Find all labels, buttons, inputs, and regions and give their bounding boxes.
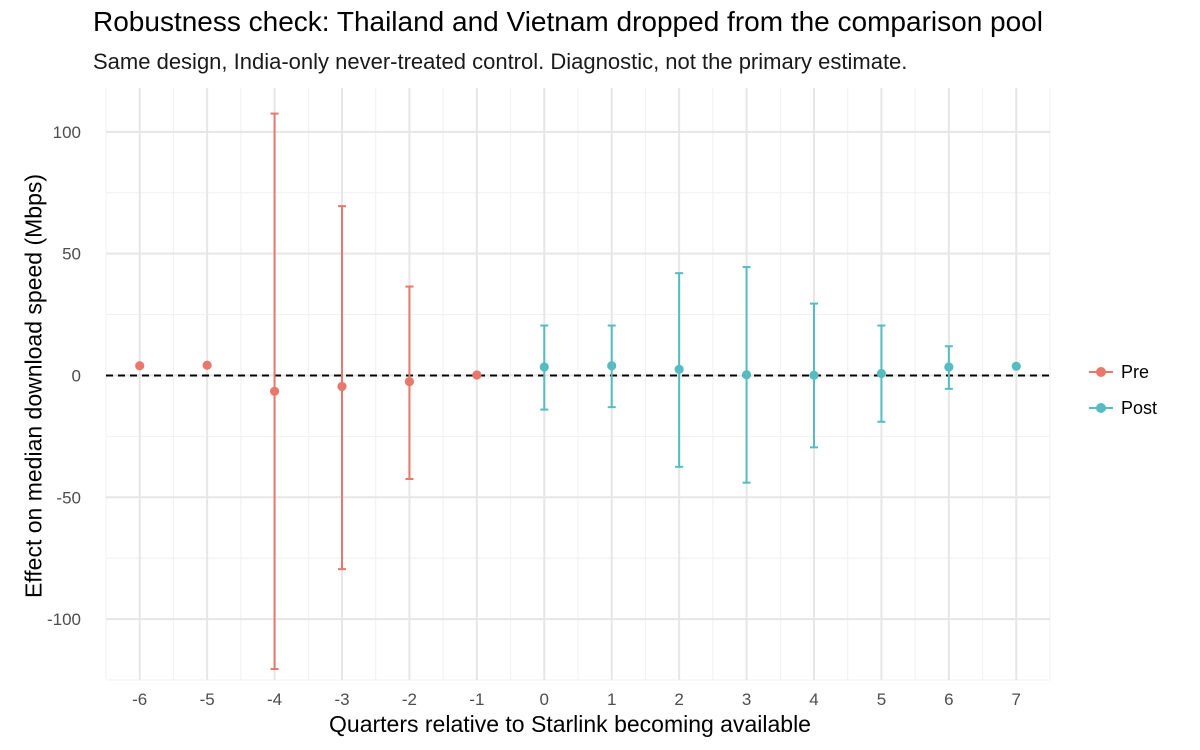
y-tick-label: -100 bbox=[47, 610, 81, 629]
point-pre bbox=[337, 381, 347, 392]
x-tick-label: -3 bbox=[334, 690, 349, 709]
x-tick-label: 7 bbox=[1012, 690, 1021, 709]
x-tick-label: -6 bbox=[132, 690, 147, 709]
legend-key bbox=[1086, 360, 1118, 384]
point-pre bbox=[472, 370, 482, 380]
x-tick-label: 6 bbox=[944, 690, 953, 709]
x-tick-label: 4 bbox=[809, 690, 818, 709]
point-post bbox=[539, 362, 549, 372]
y-tick-label: 50 bbox=[62, 245, 81, 264]
chart-title: Robustness check: Thailand and Vietnam d… bbox=[93, 6, 1043, 37]
point-pre bbox=[202, 360, 212, 370]
legend-key bbox=[1086, 396, 1118, 420]
legend-item-pre: Pre bbox=[1086, 354, 1157, 390]
minor-gridlines bbox=[105, 88, 1051, 681]
x-tick-label: -5 bbox=[200, 690, 215, 709]
point-pre bbox=[404, 376, 415, 387]
point-pre bbox=[269, 386, 280, 396]
x-tick-label: -4 bbox=[267, 690, 282, 709]
x-axis-label: Quarters relative to Starlink becoming a… bbox=[329, 711, 811, 737]
x-tick-label: 2 bbox=[674, 690, 683, 709]
data-marks bbox=[135, 112, 1021, 671]
point-post bbox=[944, 362, 954, 372]
point-post bbox=[674, 364, 684, 374]
point-pre bbox=[135, 361, 145, 371]
point-post bbox=[607, 361, 617, 371]
x-tick-label: 5 bbox=[877, 690, 886, 709]
y-tick-labels: 100 50 0 -50 -100 bbox=[47, 123, 81, 629]
point-post bbox=[876, 368, 887, 379]
y-tick-label: -50 bbox=[56, 488, 81, 507]
x-tick-label: 3 bbox=[742, 690, 751, 709]
legend-item-post: Post bbox=[1086, 390, 1157, 426]
x-tick-label: -1 bbox=[469, 690, 484, 709]
y-tick-label: 100 bbox=[53, 123, 81, 142]
point-post bbox=[809, 370, 819, 380]
legend-label: Pre bbox=[1121, 361, 1150, 382]
x-tick-label: 1 bbox=[607, 690, 616, 709]
point-post bbox=[741, 370, 752, 380]
y-axis-label: Effect on median download speed (Mbps) bbox=[20, 173, 47, 599]
x-tick-label: -2 bbox=[402, 690, 417, 709]
legend-label: Post bbox=[1121, 397, 1158, 418]
x-tick-label: 0 bbox=[540, 690, 549, 709]
x-tick-labels: -6 -5 -4 -3 -2 -1 0 1 2 3 4 5 6 7 bbox=[132, 690, 1021, 709]
legend: Pre Post bbox=[1086, 354, 1157, 426]
y-tick-label: 0 bbox=[72, 366, 81, 385]
point-post bbox=[1011, 361, 1021, 371]
chart-subtitle: Same design, India-only never-treated co… bbox=[93, 49, 908, 74]
